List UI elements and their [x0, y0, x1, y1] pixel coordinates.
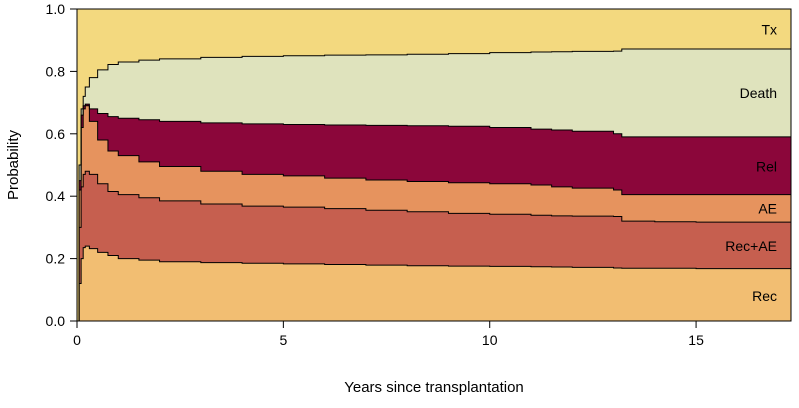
area-rec [77, 246, 791, 321]
series-labels: Rec Rec+AE AE Rel Death Tx [725, 21, 777, 304]
x-tick-label: 0 [73, 332, 81, 348]
x-axis: 0 5 10 15 [73, 321, 704, 348]
series-label-death: Death [740, 85, 777, 101]
y-tick-label: 0.8 [46, 63, 66, 79]
y-tick-label: 0.4 [46, 188, 66, 204]
plot-border [76, 8, 792, 322]
y-tick-label: 0.6 [46, 126, 66, 142]
area-rel [77, 104, 791, 321]
series-label-rec: Rec [752, 288, 777, 304]
series-label-rec-ae: Rec+AE [725, 238, 777, 254]
y-tick-label: 0.2 [46, 251, 66, 267]
y-axis-title: Probability [5, 129, 22, 200]
boundary-lines [77, 48, 791, 322]
series-label-ae: AE [758, 201, 777, 217]
series-label-tx: Tx [761, 21, 777, 37]
area-layers [77, 9, 791, 321]
boundary-line-ae [77, 105, 791, 322]
x-tick-label: 15 [688, 332, 704, 348]
area-ae [77, 105, 791, 321]
area-death [77, 48, 791, 321]
area-rec-ae [77, 171, 791, 321]
x-tick-label: 5 [279, 332, 287, 348]
boundary-line-death [77, 48, 791, 322]
area-tx [77, 9, 791, 321]
y-tick-label: 0.0 [46, 313, 66, 329]
boundary-line-rel [77, 103, 791, 322]
series-label-rel: Rel [756, 159, 777, 175]
y-axis: 0.0 0.2 0.4 0.6 0.8 1.0 [46, 1, 77, 329]
boundary-line-rec-ae [77, 170, 791, 322]
x-tick-label: 10 [482, 332, 498, 348]
y-tick-label: 1.0 [46, 1, 66, 17]
boundary-line-rec [77, 245, 791, 322]
x-axis-title: Years since transplantation [344, 379, 524, 396]
